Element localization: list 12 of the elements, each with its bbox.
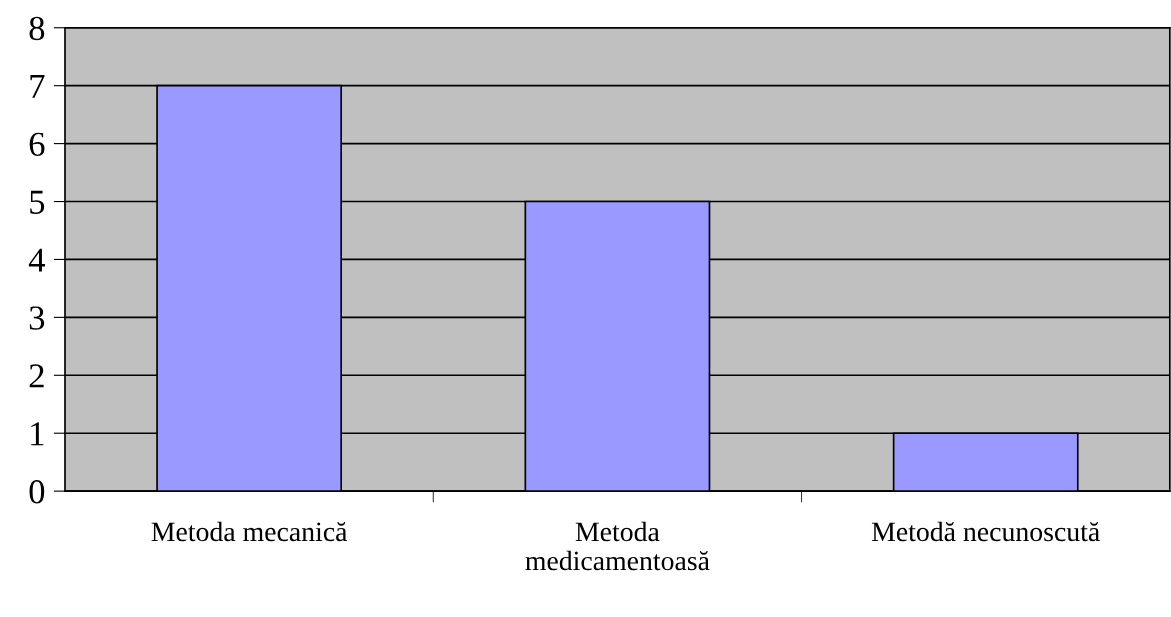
y-tick-label: 6: [29, 132, 45, 156]
y-tick-label: 2: [29, 364, 44, 388]
x-tick-label: Metoda medicamentoasă: [525, 521, 710, 571]
y-tick-label: 8: [29, 16, 45, 41]
y-tick-label: 7: [30, 75, 45, 98]
y-tick-label: 5: [30, 190, 45, 214]
y-tick-label: 0: [29, 480, 45, 504]
x-tick-label: Metoda mecanică: [151, 521, 348, 542]
y-tick-label: 3: [29, 306, 45, 330]
y-tick-label: 1: [31, 422, 44, 446]
y-tick-label: 4: [28, 248, 45, 272]
x-tick-label: Metodă necunoscută: [871, 521, 1100, 542]
